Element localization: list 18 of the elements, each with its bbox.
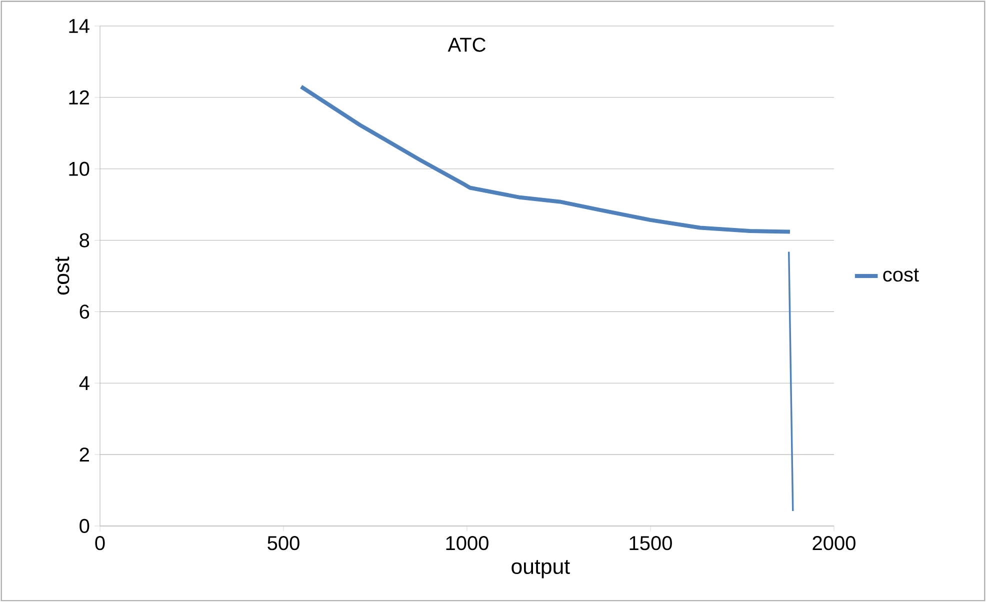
legend-label: cost bbox=[883, 268, 919, 282]
y-axis-title: cost bbox=[55, 256, 70, 295]
x-tick-label: 1500 bbox=[630, 536, 672, 550]
y-tick-label: 6 bbox=[80, 304, 90, 319]
y-tick-label: 12 bbox=[69, 90, 89, 104]
x-tick-label: 500 bbox=[268, 536, 300, 550]
y-tick-label: 14 bbox=[69, 19, 90, 33]
y-tick-label: 10 bbox=[69, 162, 90, 176]
x-tick-label: 0 bbox=[95, 536, 105, 550]
y-tick-label: 4 bbox=[79, 376, 90, 390]
x-tick-label: 1000 bbox=[446, 536, 488, 550]
x-axis-title: output bbox=[512, 560, 570, 578]
x-tick-label: 2000 bbox=[812, 536, 856, 550]
chart-title: ATC bbox=[448, 38, 486, 52]
y-tick-label: 8 bbox=[80, 233, 90, 248]
y-tick-label: 0 bbox=[80, 518, 90, 534]
line-series bbox=[299, 84, 792, 234]
y-tick-label: 2 bbox=[80, 448, 89, 462]
